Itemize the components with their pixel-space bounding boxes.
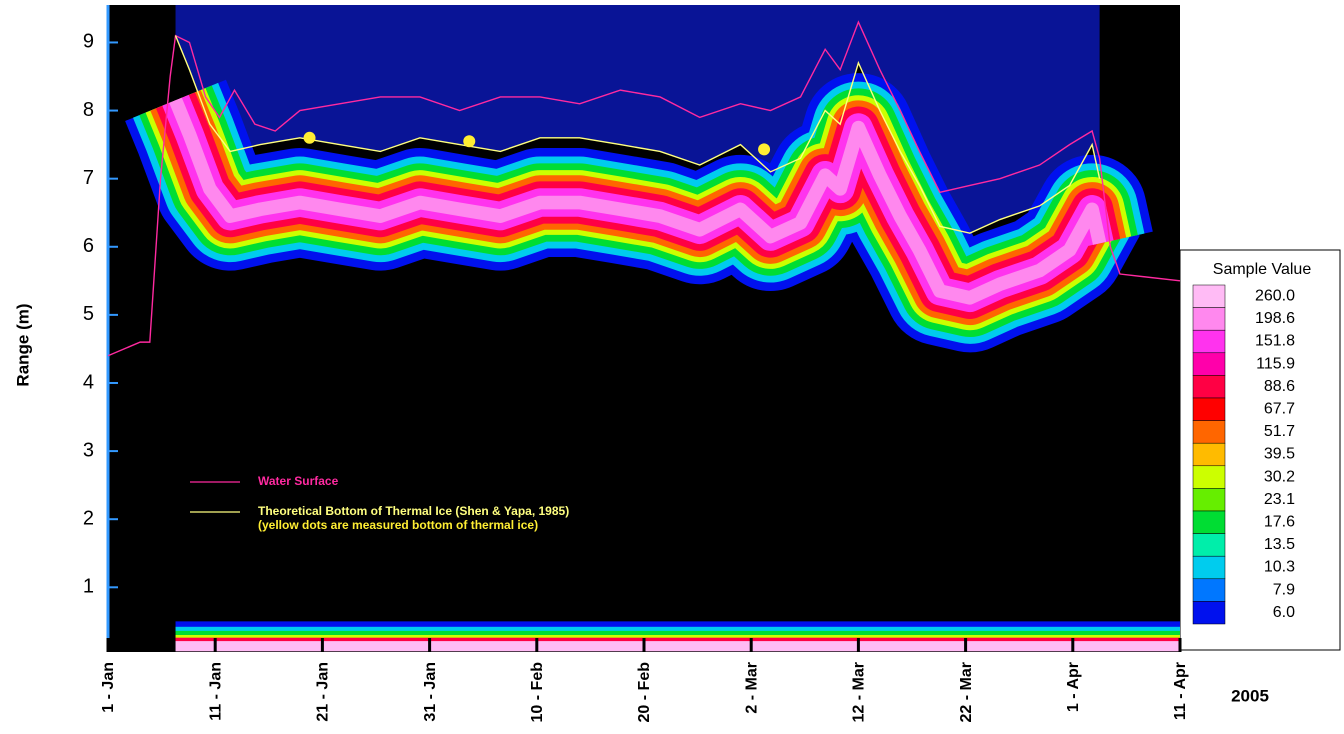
- colorbar-label: 13.5: [1264, 536, 1295, 553]
- y-tick-label: 5: [83, 303, 94, 325]
- legend-label: Theoretical Bottom of Thermal Ice (Shen …: [258, 504, 569, 518]
- colorbar-label: 30.2: [1264, 468, 1295, 485]
- colorbar-swatch: [1193, 375, 1225, 398]
- year-label: 2005: [1231, 686, 1269, 705]
- colorbar-swatch: [1193, 308, 1225, 331]
- x-tick-label: 2 - Mar: [743, 662, 760, 714]
- chart: Range (m) 2005 Sample Value 1 2 3 4 5 6 7 8 9 1 -…: [0, 0, 1344, 734]
- y-axis-label: Range (m): [13, 303, 32, 386]
- colorbar-swatch: [1193, 579, 1225, 602]
- colorbar-label: 17.6: [1264, 514, 1295, 531]
- colorbar-label: 198.6: [1255, 310, 1295, 327]
- x-tick-label: 22 - Mar: [958, 662, 975, 722]
- bottom-echo: [176, 631, 1180, 635]
- measured-point: [304, 132, 316, 144]
- colorbar-label: 67.7: [1264, 401, 1295, 418]
- y-tick-label: 3: [83, 439, 94, 461]
- legend-note: (yellow dots are measured bottom of ther…: [258, 518, 538, 532]
- colorbar-swatch: [1193, 466, 1225, 489]
- colorbar-label: 23.1: [1264, 491, 1295, 508]
- colorbar-label: 260.0: [1255, 288, 1295, 305]
- colorbar-swatch: [1193, 443, 1225, 466]
- x-tick-label: 11 - Apr: [1172, 662, 1189, 720]
- measured-point: [758, 143, 770, 155]
- colorbar-swatch: [1193, 330, 1225, 353]
- y-tick-label: 7: [83, 167, 94, 189]
- x-tick-label: 1 - Jan: [100, 662, 117, 713]
- x-tick-label: 1 - Apr: [1065, 662, 1082, 712]
- y-tick-label: 8: [83, 99, 94, 121]
- x-tick-label: 21 - Jan: [315, 662, 332, 722]
- y-tick-label: 2: [83, 507, 94, 529]
- bottom-echo: [176, 641, 1180, 651]
- colorbar-label: 51.7: [1264, 423, 1295, 440]
- x-tick-label: 12 - Mar: [851, 662, 868, 722]
- colorbar-swatch: [1193, 534, 1225, 557]
- colorbar-label: 115.9: [1256, 355, 1295, 372]
- colorbar-swatch: [1193, 488, 1225, 511]
- x-tick-label: 31 - Jan: [422, 662, 439, 722]
- colorbar-label: 7.9: [1273, 581, 1295, 598]
- y-tick-label: 4: [83, 371, 94, 393]
- colorbar-swatch: [1193, 421, 1225, 444]
- x-tick-label: 11 - Jan: [207, 662, 224, 721]
- colorbar-label: 39.5: [1264, 446, 1295, 463]
- colorbar-label: 6.0: [1273, 604, 1295, 621]
- measured-point: [463, 135, 475, 147]
- colorbar-swatch: [1193, 556, 1225, 579]
- colorbar-swatch: [1193, 285, 1225, 308]
- colorbar-label: 10.3: [1264, 559, 1295, 576]
- colorbar-swatch: [1193, 511, 1225, 534]
- x-tick-label: 10 - Feb: [529, 662, 546, 723]
- colorbar-title: Sample Value: [1213, 261, 1312, 278]
- y-tick-label: 1: [83, 576, 94, 598]
- colorbar-label: 88.6: [1264, 378, 1295, 395]
- y-tick-label: 9: [83, 31, 94, 53]
- colorbar-swatch: [1193, 601, 1225, 624]
- y-tick-label: 6: [83, 235, 94, 257]
- colorbar-label: 151.8: [1255, 333, 1295, 350]
- colorbar-swatch: [1193, 398, 1225, 421]
- bottom-echo: [176, 627, 1180, 632]
- legend-label: Water Surface: [258, 474, 339, 488]
- x-tick-label: 20 - Feb: [636, 662, 653, 723]
- colorbar-swatch: [1193, 353, 1225, 376]
